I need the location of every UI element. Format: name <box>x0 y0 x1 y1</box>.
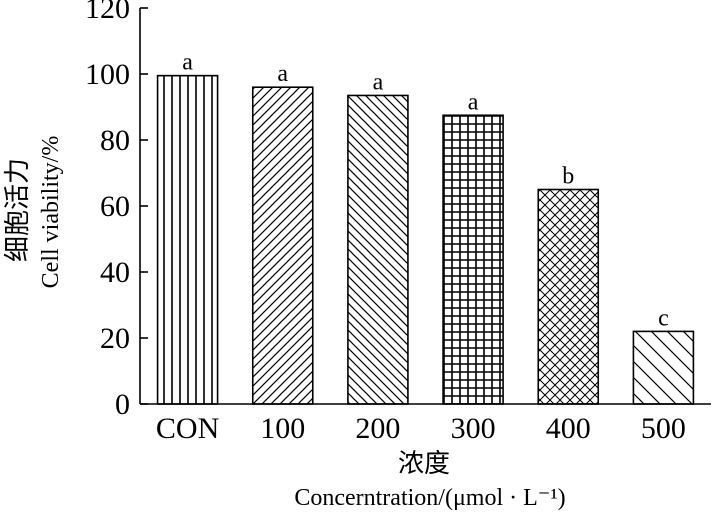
significance-label-300: a <box>468 89 479 115</box>
bar-500 <box>632 330 695 405</box>
significance-label-100: a <box>277 61 288 87</box>
x-tick-label-500: 500 <box>641 412 686 445</box>
x-tick-label-200: 200 <box>355 412 400 445</box>
bar-200 <box>347 94 409 405</box>
significance-label-500: c <box>658 305 669 331</box>
bar-400 <box>537 188 600 405</box>
y-tick-label-60: 60 <box>100 190 130 223</box>
y-tick-label-80: 80 <box>100 124 130 157</box>
x-tick-label-100: 100 <box>260 412 305 445</box>
bar-100 <box>251 86 314 405</box>
x-tick-label-400: 400 <box>546 412 591 445</box>
bar-300 <box>442 114 504 405</box>
y-axis-title-cn: 细胞活力 <box>3 158 32 262</box>
significance-label-200: a <box>373 69 384 95</box>
significance-labels: a a a a b c <box>182 50 668 332</box>
y-axis-ticks: 0 20 40 60 80 100 120 <box>85 0 148 421</box>
x-axis-title: Concerntration/(μmol · L⁻¹) <box>294 485 565 511</box>
bar-CON <box>156 74 219 405</box>
y-axis-title: Cell viability/% <box>38 136 64 289</box>
x-axis-tick-labels: CON 100 200 300 400 500 <box>156 412 686 445</box>
bars <box>156 74 695 405</box>
x-axis-title-cn: 浓度 <box>398 449 450 478</box>
y-tick-label-100: 100 <box>85 58 130 91</box>
y-tick-label-120: 120 <box>85 0 130 25</box>
x-tick-label-CON: CON <box>156 412 219 445</box>
x-tick-label-300: 300 <box>451 412 496 445</box>
y-tick-label-20: 20 <box>100 322 130 355</box>
y-tick-label-0: 0 <box>115 388 130 421</box>
y-tick-label-40: 40 <box>100 256 130 289</box>
significance-label-CON: a <box>182 50 193 76</box>
significance-label-400: b <box>562 164 574 190</box>
